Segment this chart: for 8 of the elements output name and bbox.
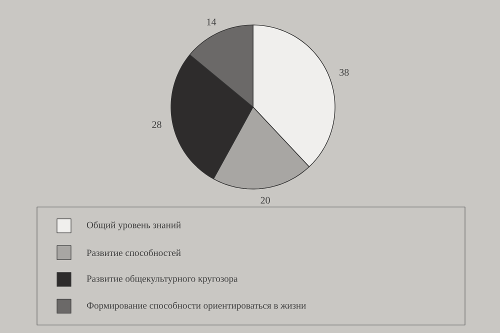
legend-label: Развитие общекультурного кругозора (86, 274, 238, 284)
legend-label: Формирование способности ориентироваться в жизни (86, 302, 306, 311)
data-label: 28 (152, 121, 162, 128)
legend-label: Общий уровень знаний (86, 221, 181, 230)
data-label: 14 (207, 18, 216, 26)
legend-label: Развитие способностей (86, 249, 181, 256)
data-label: 38 (340, 69, 349, 76)
data-label: 20 (260, 196, 270, 204)
